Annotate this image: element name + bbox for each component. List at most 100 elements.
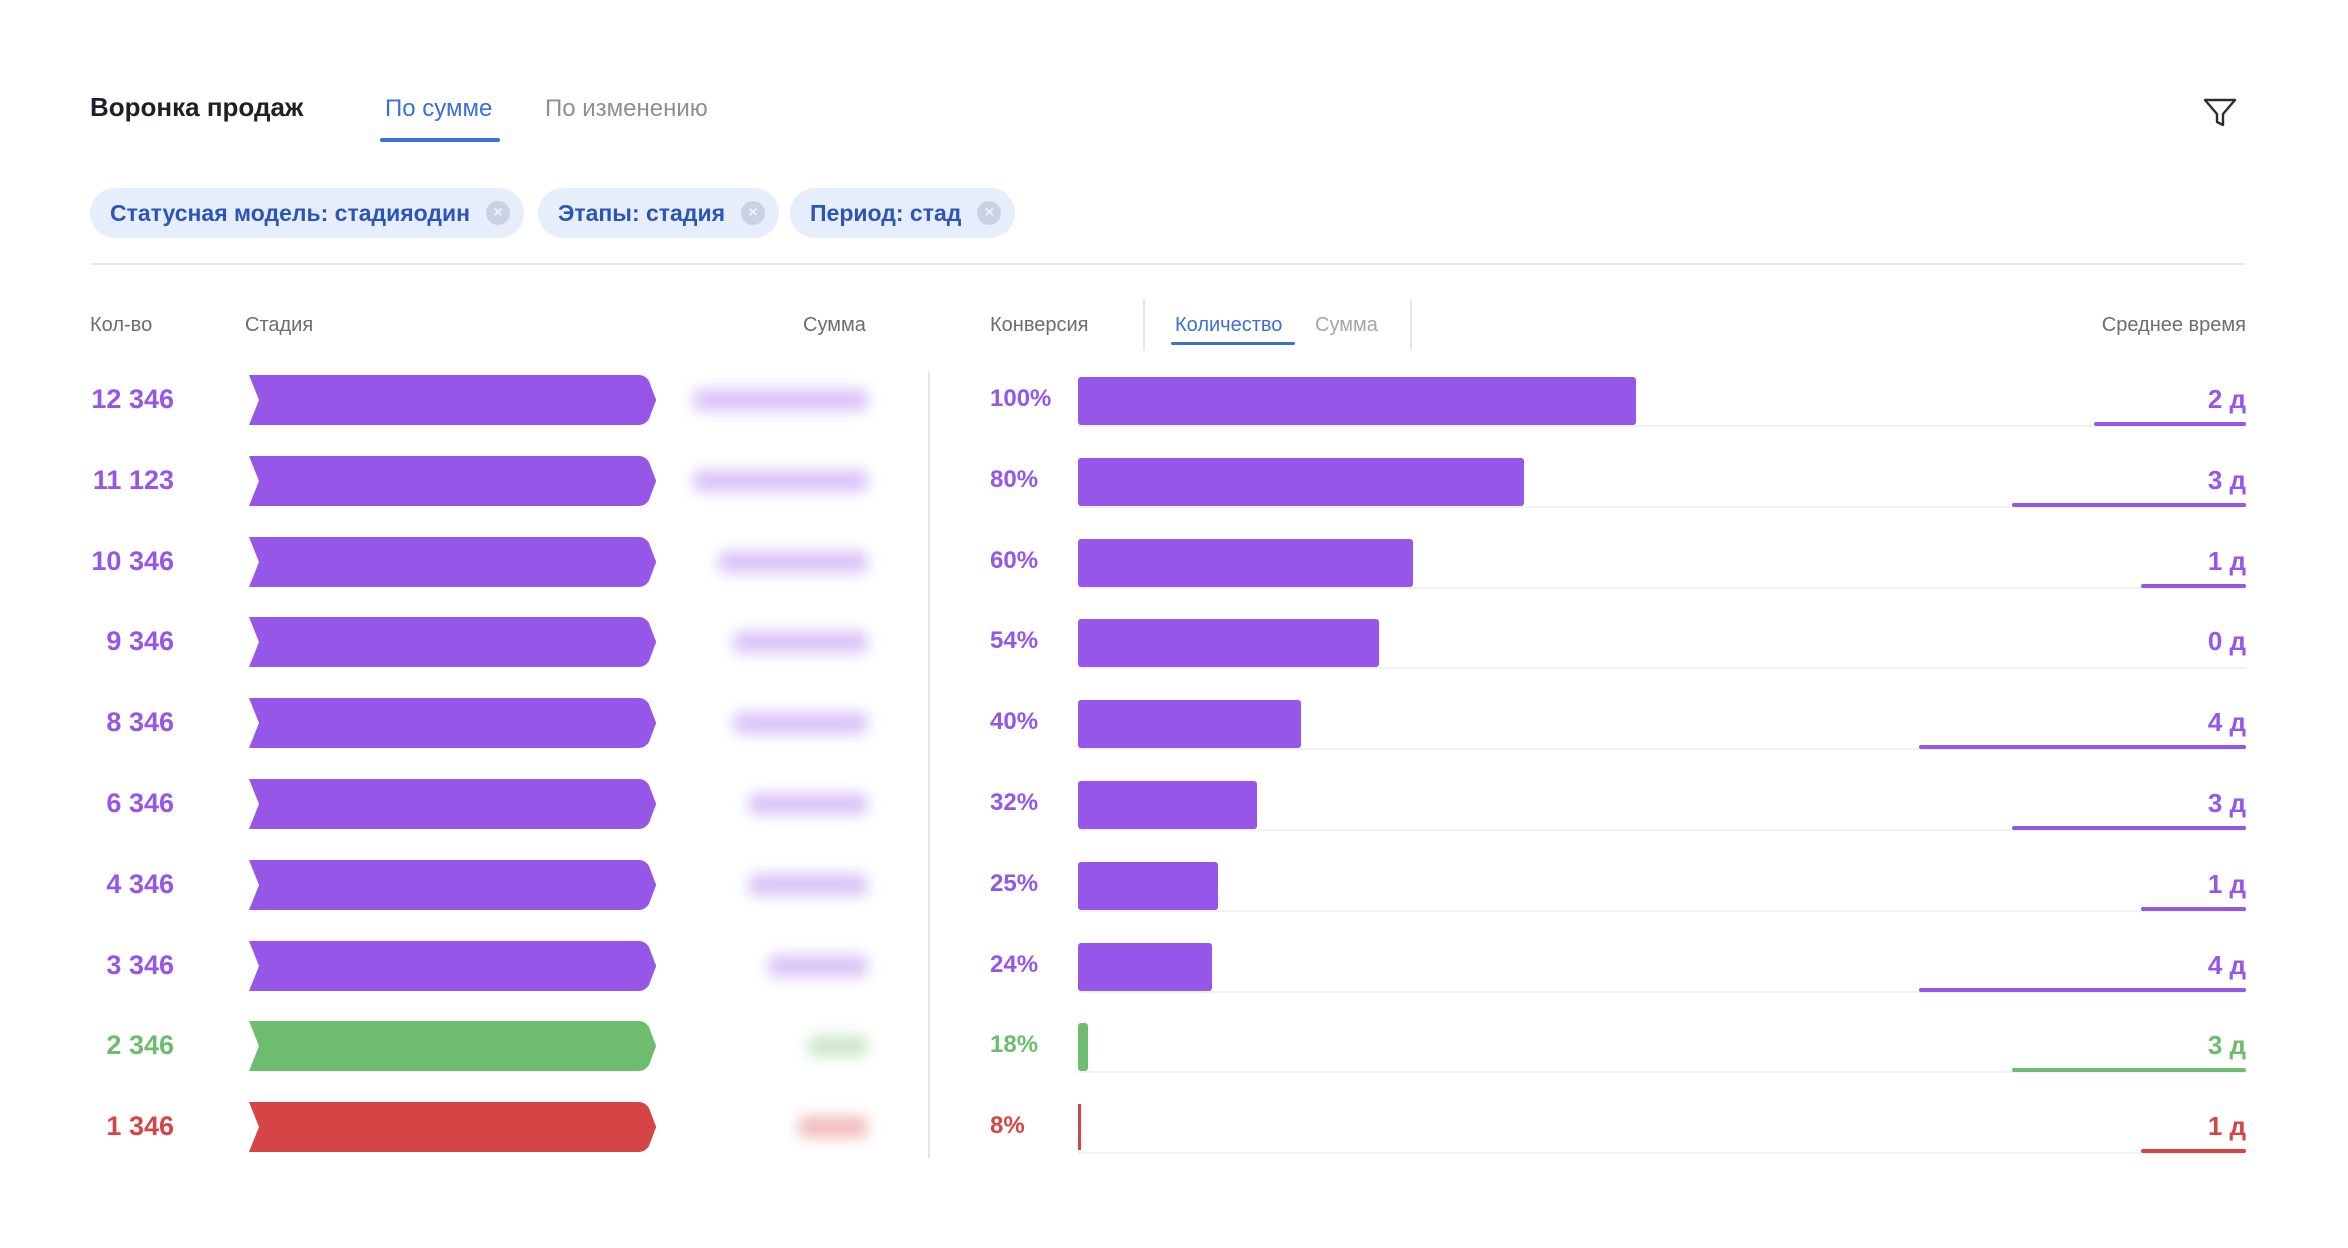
- filter-chip-period[interactable]: Период: стад ×: [790, 188, 1016, 238]
- conversion-bar[interactable]: [1078, 457, 1524, 506]
- filter-chip-label: Этапы: стадия: [558, 199, 726, 226]
- tab-active-underline: [380, 138, 500, 142]
- stage-bar[interactable]: [247, 777, 657, 831]
- stage-bar[interactable]: [247, 1019, 657, 1073]
- avg-time-bar: [2012, 1068, 2246, 1073]
- conversion-bar[interactable]: [1078, 942, 1212, 991]
- subtab-quantity[interactable]: Количество: [1175, 314, 1283, 336]
- conversion-bar[interactable]: [1078, 377, 1636, 425]
- column-header-stage: Стадия: [245, 314, 314, 336]
- row-count: 1 346: [106, 1111, 174, 1142]
- avg-time-bar: [2012, 502, 2246, 507]
- row-conversion: 60%: [990, 546, 1039, 574]
- row-sum-hidden: [733, 631, 868, 654]
- row-baseline: [1078, 909, 2246, 912]
- row-baseline: [1078, 990, 2246, 993]
- conversion-bar[interactable]: [1078, 781, 1257, 829]
- column-header-count: Кол-во: [90, 314, 153, 336]
- tab-by-change[interactable]: По изменению: [545, 95, 708, 122]
- conversion-bar[interactable]: [1078, 538, 1413, 587]
- row-conversion: 32%: [990, 789, 1039, 816]
- row-count: 10 346: [91, 545, 174, 576]
- row-count: 12 346: [91, 384, 174, 414]
- avg-time-bar: [2141, 906, 2246, 911]
- row-sum-hidden: [748, 873, 868, 896]
- stage-bar[interactable]: [247, 454, 657, 508]
- close-icon[interactable]: ×: [977, 201, 1002, 225]
- row-baseline: [1078, 667, 2246, 670]
- row-sum-hidden: [798, 1116, 868, 1139]
- filter-chip-stages[interactable]: Этапы: стадия ×: [538, 188, 780, 238]
- row-avg-time: 3 д: [2207, 1030, 2246, 1061]
- stage-bar[interactable]: [247, 1100, 657, 1154]
- stage-bar[interactable]: [247, 373, 657, 427]
- page-title: Воронка продаж: [90, 92, 304, 122]
- stage-bar[interactable]: [247, 939, 657, 993]
- header-separator: [1410, 300, 1412, 350]
- row-count: 6 346: [106, 788, 174, 818]
- stage-bar[interactable]: [247, 858, 657, 912]
- conversion-bar[interactable]: [1078, 1104, 1081, 1151]
- header-separator: [1143, 300, 1145, 350]
- avg-time-bar: [2094, 422, 2246, 426]
- row-sum-hidden: [808, 1035, 868, 1058]
- filter-icon[interactable]: [2200, 92, 2240, 132]
- row-sum-hidden: [733, 712, 868, 735]
- column-header-sum: Сумма: [803, 314, 866, 336]
- row-count: 8 346: [106, 707, 174, 738]
- row-conversion: 100%: [990, 385, 1052, 412]
- row-count: 11 123: [92, 464, 174, 495]
- row-sum-hidden: [748, 793, 868, 815]
- row-avg-time: 3 д: [2207, 464, 2246, 495]
- filter-chip-status-model[interactable]: Статусная модель: стадияодин ×: [90, 188, 525, 238]
- avg-time-bar: [2141, 1149, 2246, 1154]
- row-count: 2 346: [106, 1030, 174, 1061]
- row-baseline: [1078, 1071, 2246, 1074]
- row-avg-time: 3 д: [2207, 788, 2246, 818]
- avg-time-bar: [2012, 826, 2246, 830]
- row-sum-hidden: [693, 389, 868, 411]
- filter-chip-label: Период: стад: [810, 199, 962, 226]
- close-icon[interactable]: ×: [486, 201, 511, 225]
- conversion-bar[interactable]: [1078, 700, 1301, 749]
- conversion-bar[interactable]: [1078, 619, 1379, 668]
- filter-chip-label: Статусная модель: стадияодин: [110, 199, 471, 226]
- row-avg-time: 4 д: [2207, 949, 2246, 980]
- row-avg-time: 2 д: [2207, 384, 2246, 414]
- row-baseline: [1078, 1152, 2246, 1155]
- subtab-sum[interactable]: Сумма: [1315, 314, 1378, 336]
- tab-by-sum[interactable]: По сумме: [385, 95, 493, 122]
- row-avg-time: 0 д: [2207, 626, 2246, 657]
- row-conversion: 25%: [990, 869, 1039, 897]
- row-avg-time: 4 д: [2207, 707, 2246, 738]
- conversion-bar[interactable]: [1078, 861, 1218, 910]
- row-conversion: 24%: [990, 950, 1039, 978]
- close-icon[interactable]: ×: [741, 201, 766, 225]
- stage-bar[interactable]: [247, 696, 657, 750]
- divider: [90, 263, 2246, 265]
- row-avg-time: 1 д: [2207, 545, 2246, 576]
- column-header-conversion: Конверсия: [990, 314, 1089, 336]
- row-baseline: [1078, 505, 2246, 508]
- row-avg-time: 1 д: [2207, 1111, 2246, 1142]
- avg-time-bar: [1919, 745, 2246, 750]
- stage-bar[interactable]: [247, 535, 657, 589]
- row-count: 4 346: [106, 868, 174, 899]
- row-baseline: [1078, 586, 2246, 589]
- row-conversion: 80%: [990, 465, 1039, 493]
- conversion-bar[interactable]: [1078, 1023, 1088, 1072]
- row-baseline: [1078, 829, 2246, 831]
- row-conversion: 54%: [990, 627, 1039, 655]
- row-count: 3 346: [106, 949, 174, 980]
- row-avg-time: 1 д: [2207, 868, 2246, 899]
- row-sum-hidden: [693, 469, 868, 492]
- section-separator: [928, 372, 930, 1158]
- row-baseline: [1078, 425, 2246, 427]
- avg-time-bar: [1919, 987, 2246, 992]
- row-count: 9 346: [106, 626, 174, 657]
- row-sum-hidden: [718, 550, 868, 573]
- row-sum-hidden: [768, 954, 868, 977]
- row-baseline: [1078, 748, 2246, 751]
- stage-bar[interactable]: [247, 615, 657, 669]
- column-header-avg-time: Среднее время: [2101, 314, 2246, 336]
